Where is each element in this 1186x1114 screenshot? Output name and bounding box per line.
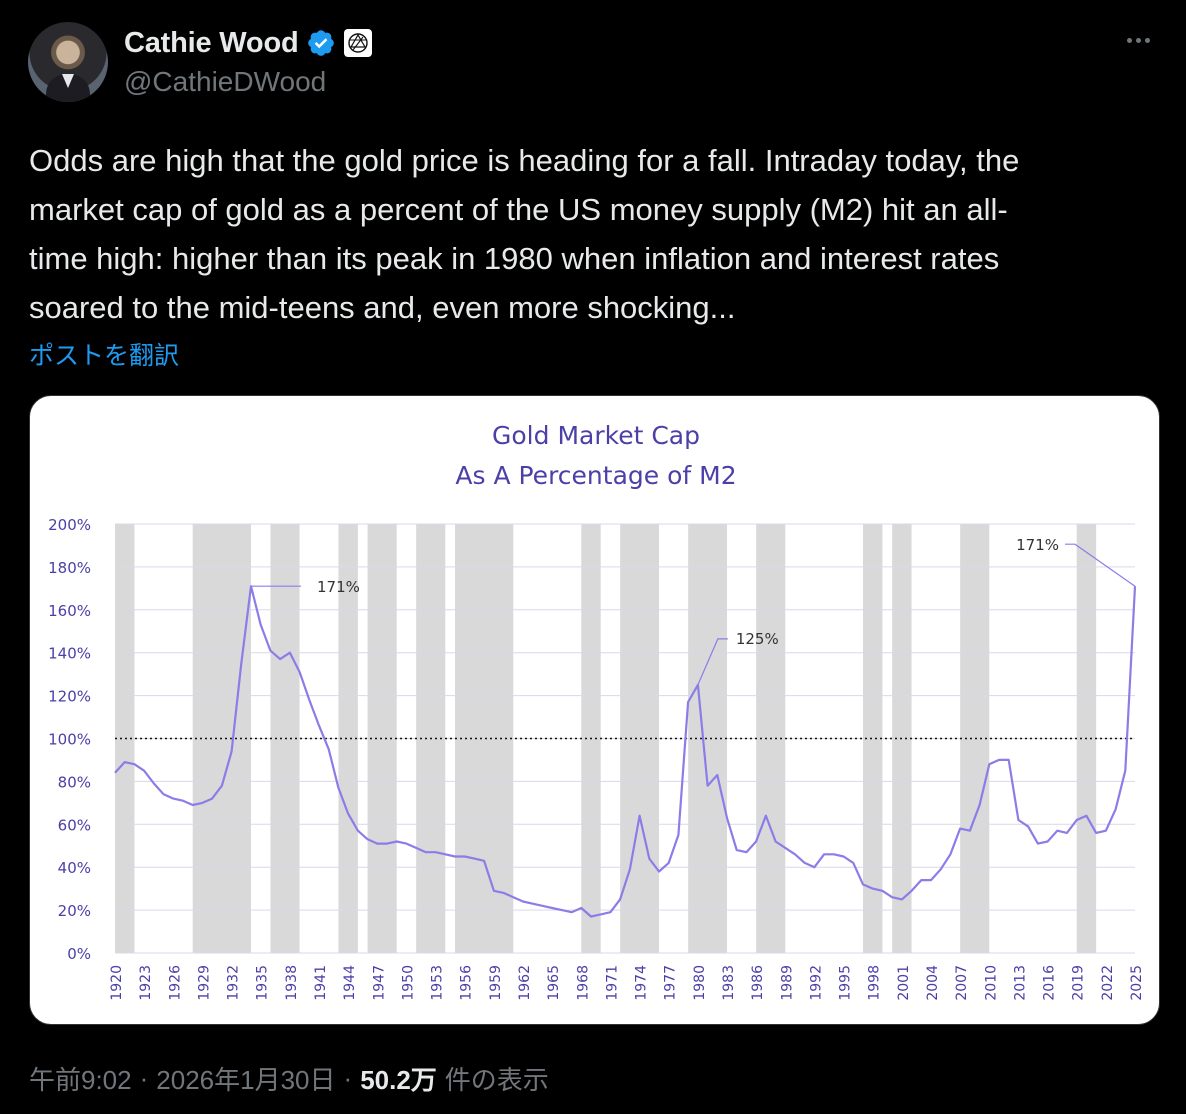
y-tick-label: 0% <box>67 945 91 963</box>
chart-subtitle: As A Percentage of M2 <box>455 461 736 490</box>
x-tick-label: 1935 <box>255 965 271 1001</box>
x-tick-label: 1941 <box>313 965 329 1001</box>
y-tick-label: 40% <box>58 859 91 877</box>
x-tick-label: 1971 <box>604 965 620 1001</box>
author-name-row: Cathie Wood <box>124 24 373 62</box>
views-label: 件の表示 <box>444 1065 549 1095</box>
x-tick-label: 1959 <box>488 965 504 1001</box>
chart-grid <box>115 523 1135 954</box>
y-tick-label: 100% <box>48 731 91 749</box>
x-tick-label: 1932 <box>226 965 242 1001</box>
x-tick-label: 1986 <box>750 965 766 1001</box>
x-tick-label: 1992 <box>808 965 824 1001</box>
x-tick-label: 1980 <box>692 965 708 1001</box>
x-tick-label: 1923 <box>138 965 154 1001</box>
x-tick-label: 2001 <box>896 965 912 1001</box>
tweet-meta: 午前9:02 · 2026年1月30日 · 50.2万 件の表示 <box>29 1060 549 1097</box>
x-tick-label: 2007 <box>954 965 970 1001</box>
y-tick-label: 80% <box>58 773 91 791</box>
x-tick-label: 1947 <box>371 965 387 1001</box>
x-tick-label: 2019 <box>1071 965 1087 1001</box>
tweet-time[interactable]: 午前9:02 <box>29 1065 132 1095</box>
tweet-media-chart[interactable]: 0% 20% 40% 60% 80% 100% 120% 140% 160% 180% 200% 1… <box>29 395 1160 1025</box>
meta-separator: · <box>139 1063 149 1093</box>
x-tick-label: 1950 <box>400 965 416 1001</box>
x-tick-label: 1977 <box>663 965 679 1001</box>
annotation-label: 171% <box>317 578 360 596</box>
y-tick-label: 180% <box>48 559 91 577</box>
meta-separator: · <box>343 1063 353 1093</box>
affiliation-badge-icon[interactable] <box>344 29 373 57</box>
ark-logo-icon <box>348 33 369 53</box>
x-tick-label: 2025 <box>1129 965 1145 1001</box>
x-axis-ticks: 1920 1923 1926 1929 1932 1935 1938 1941 1944 1947… <box>109 965 1145 1001</box>
x-tick-label: 1965 <box>546 965 562 1001</box>
y-tick-label: 140% <box>48 645 91 663</box>
x-tick-label: 1953 <box>430 965 446 1001</box>
x-tick-label: 2010 <box>983 965 999 1001</box>
annotations-group: 171% 125% 171% <box>251 536 1136 686</box>
display-name[interactable]: Cathie Wood <box>124 26 299 59</box>
annotation-label: 125% <box>736 630 779 648</box>
gold-m2-chart: 0% 20% 40% 60% 80% 100% 120% 140% 160% 180% 200% 1… <box>48 421 1145 1001</box>
x-tick-label: 2022 <box>1100 965 1116 1001</box>
tweet-date[interactable]: 2026年1月30日 <box>156 1065 336 1095</box>
x-tick-label: 1974 <box>634 965 650 1001</box>
x-tick-label: 1920 <box>109 965 125 1001</box>
x-tick-label: 1989 <box>779 965 795 1001</box>
x-tick-label: 1998 <box>867 965 883 1001</box>
chart-title: Gold Market Cap <box>492 421 700 450</box>
y-axis-ticks: 0% 20% 40% 60% 80% 100% 120% 140% 160% 180% 200% <box>48 516 91 963</box>
x-tick-label: 1944 <box>342 965 358 1001</box>
x-tick-label: 1938 <box>284 965 300 1001</box>
views-count: 50.2万 <box>360 1065 437 1095</box>
x-tick-label: 2016 <box>1042 965 1058 1001</box>
x-tick-label: 2013 <box>1012 965 1028 1001</box>
verified-badge-icon[interactable] <box>306 28 336 58</box>
translate-link[interactable]: ポストを翻訳 <box>29 342 180 370</box>
more-dot-icon <box>1144 37 1150 43</box>
tweet-text: Odds are high that the gold price is hea… <box>29 143 1020 325</box>
y-tick-label: 200% <box>48 516 91 534</box>
x-tick-label: 1968 <box>575 965 591 1001</box>
x-tick-label: 1926 <box>167 965 183 1001</box>
more-options-button[interactable] <box>1120 28 1156 52</box>
annotation-leader <box>1065 543 1136 587</box>
y-tick-label: 160% <box>48 602 91 620</box>
x-tick-label: 2004 <box>925 965 941 1001</box>
annotation-leader <box>697 638 728 686</box>
y-tick-label: 20% <box>58 902 91 920</box>
x-tick-label: 1929 <box>196 965 212 1001</box>
author-handle[interactable]: @CathieDWood <box>124 66 327 97</box>
series-group <box>114 585 1137 918</box>
avatar[interactable] <box>28 22 108 102</box>
x-tick-label: 1995 <box>838 965 854 1001</box>
more-dot-icon <box>1135 37 1141 43</box>
more-dot-icon <box>1126 37 1132 43</box>
x-tick-label: 1983 <box>721 965 737 1001</box>
annotation-label: 171% <box>1016 536 1059 554</box>
series-line <box>114 585 1137 918</box>
x-tick-label: 1956 <box>459 965 475 1001</box>
x-tick-label: 1962 <box>517 965 533 1001</box>
y-tick-label: 120% <box>48 688 91 706</box>
y-tick-label: 60% <box>58 816 91 834</box>
